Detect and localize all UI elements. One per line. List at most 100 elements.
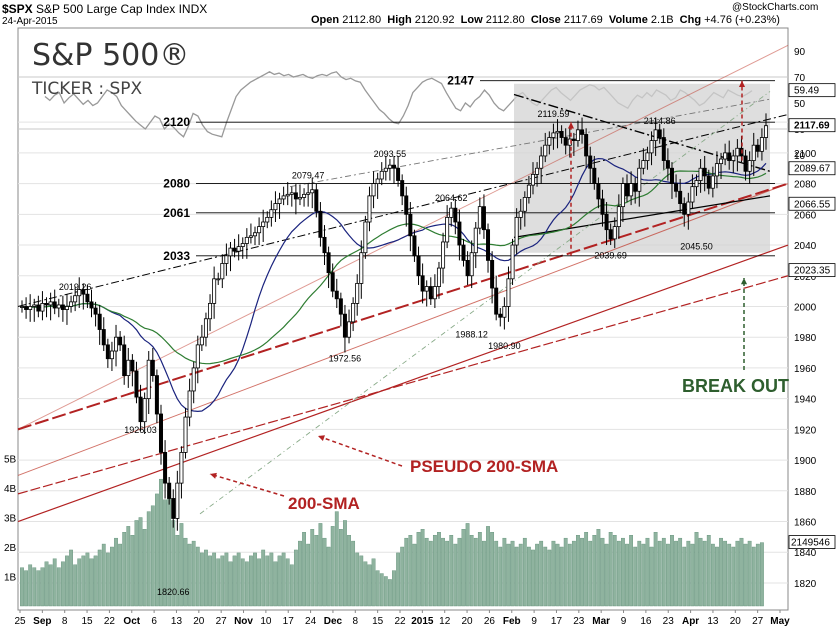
- volume-bar: [60, 561, 65, 607]
- candle-body: [674, 183, 679, 192]
- symbol: $SPX: [2, 2, 33, 16]
- pseudo-sma-arrow: [317, 435, 403, 467]
- candle-body: [612, 226, 617, 240]
- x-tick-label: 20: [193, 616, 205, 626]
- candle-body: [412, 235, 417, 257]
- volume-bar: [698, 537, 703, 607]
- volume-bar: [670, 535, 674, 607]
- volume-bar: [130, 535, 135, 607]
- overlay-title: S&P 500®: [32, 38, 190, 73]
- candle-body: [530, 173, 535, 186]
- price-tick-label: 2060: [794, 210, 817, 221]
- volume-bar: [625, 543, 629, 607]
- volume-bar: [502, 537, 507, 607]
- price-point-label: 2079.47: [292, 170, 325, 180]
- candle-body: [138, 396, 143, 423]
- volume-bar: [310, 529, 315, 607]
- volume-tick-label: 3B: [4, 514, 17, 525]
- right-value-label: 2117.69: [794, 121, 830, 132]
- volume-bar: [97, 549, 102, 607]
- volume-bar: [674, 540, 678, 607]
- candle-body: [506, 278, 511, 307]
- candle-body: [723, 152, 728, 160]
- candle-body: [522, 197, 527, 212]
- volume-bar: [93, 555, 98, 607]
- x-tick-label: 20: [461, 616, 473, 626]
- volume-bar: [461, 529, 466, 607]
- chg-value: +4.76 (+0.23%): [704, 14, 780, 26]
- candle-body: [682, 203, 687, 215]
- volume-bar: [253, 552, 257, 607]
- candle-body: [109, 350, 114, 360]
- price-tick-label: 2020: [794, 272, 817, 283]
- volume-bar: [694, 532, 699, 607]
- low-label: Low: [460, 14, 483, 26]
- candle-body: [649, 140, 654, 154]
- volume-bar: [588, 540, 593, 607]
- candle-body: [314, 189, 319, 212]
- candle-body: [281, 195, 286, 200]
- volume-last-label: 2149546: [791, 538, 830, 549]
- candle-body: [248, 235, 253, 238]
- volume-bar: [81, 555, 86, 607]
- volume-bar: [486, 526, 490, 607]
- candle-body: [625, 183, 630, 197]
- volume-bar: [723, 540, 728, 607]
- price-point-label: 2064.62: [435, 193, 468, 203]
- volume-bar: [224, 552, 229, 607]
- x-tick-label: 24: [305, 616, 317, 626]
- volume-bar: [727, 543, 732, 607]
- price-point-label: 1820.66: [157, 587, 190, 597]
- price-tick-label: 2100: [794, 149, 817, 160]
- volume-tick-label: 5B: [4, 455, 17, 466]
- breakout-annotation: BREAK OUT: [682, 376, 789, 396]
- candle-body: [105, 344, 110, 360]
- volume-bar: [105, 552, 110, 607]
- price-point-label: 2119.59: [537, 109, 569, 119]
- candle-body: [563, 137, 568, 146]
- candle-body: [764, 125, 769, 138]
- x-tick-label: 13: [171, 616, 183, 626]
- volume-bar: [412, 543, 417, 607]
- candle-body: [134, 370, 139, 398]
- volume-bar: [195, 546, 200, 607]
- volume-bar: [363, 561, 368, 607]
- price-tick-label: 1860: [794, 518, 817, 529]
- volume-bar: [379, 573, 384, 607]
- volume-bar: [747, 540, 752, 607]
- volume-bar: [244, 561, 249, 607]
- volume-bar: [755, 543, 760, 607]
- candle-body: [285, 193, 290, 197]
- volume-bar: [584, 532, 589, 607]
- pseudo-sma-annotation: PSEUDO 200-SMA: [410, 457, 559, 476]
- volume-label: Volume: [608, 14, 648, 26]
- volume-bar: [277, 555, 282, 607]
- price-tick-label: 1940: [794, 395, 817, 406]
- sma20-line: [21, 157, 767, 413]
- high-label: High: [387, 14, 412, 26]
- level-label: 2120: [163, 115, 190, 129]
- volume-bar: [293, 549, 298, 607]
- candle-body: [481, 206, 486, 231]
- volume-bar: [527, 546, 531, 607]
- candle-body: [620, 183, 625, 208]
- candle-body: [535, 167, 540, 175]
- x-tick-label: 10: [260, 616, 272, 626]
- candle-body: [146, 359, 151, 400]
- candle-body: [334, 290, 339, 300]
- candle-body: [547, 137, 552, 146]
- volume-bar: [265, 555, 270, 607]
- exchange: INDX: [178, 2, 208, 16]
- volume-bar: [567, 543, 572, 607]
- volume-bar: [187, 543, 192, 607]
- volume-bar: [199, 552, 204, 607]
- candle-body: [179, 451, 184, 484]
- volume-bar: [629, 535, 633, 607]
- price-tick-label: 1820: [794, 579, 817, 590]
- candle-body: [175, 482, 180, 519]
- candle-body: [551, 132, 556, 138]
- candle-body: [269, 209, 274, 218]
- right-value-box: [788, 118, 836, 133]
- volume-bar: [469, 535, 474, 607]
- volume-bar: [543, 546, 548, 607]
